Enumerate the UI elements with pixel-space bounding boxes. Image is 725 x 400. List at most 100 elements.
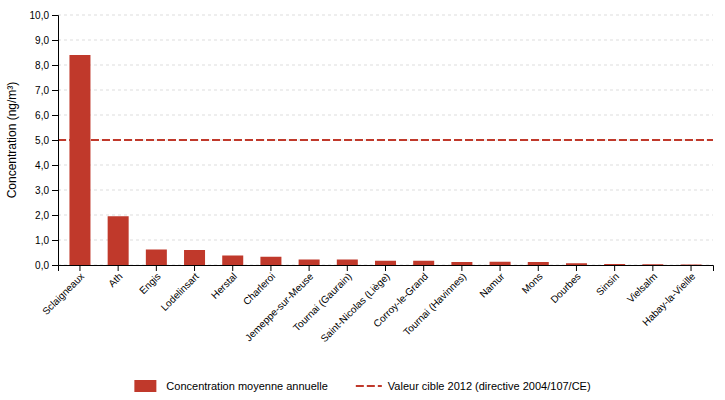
x-tick: Herstal (209, 265, 239, 301)
bar (108, 216, 129, 265)
x-tick-mark (309, 265, 310, 271)
x-tick-label: Ath (106, 271, 124, 289)
y-tick: 9,0 (35, 35, 58, 46)
grid-line (58, 15, 713, 16)
y-tick-label: 3,0 (35, 185, 49, 196)
y-tick-label: 5,0 (35, 135, 49, 146)
legend: Concentration moyenne annuelle Valeur cib… (134, 380, 590, 392)
x-tick-mark (270, 265, 271, 271)
x-tick: Saint-Nicolas (Liège) (318, 265, 391, 344)
x-axis-line (59, 266, 714, 272)
x-tick-label: Mons (520, 271, 545, 296)
x-tick-mark (461, 265, 462, 271)
x-tick-label: Sclaigneaux (40, 271, 86, 317)
y-tick: 8,0 (35, 60, 58, 71)
y-tick-mark (52, 240, 58, 241)
legend-swatch (356, 385, 382, 387)
bar (69, 55, 90, 265)
x-tick-label: Herstal (209, 271, 239, 301)
x-tick-mark (576, 265, 577, 271)
bar (566, 263, 587, 265)
legend-label: Valeur cible 2012 (directive 2004/107/CE… (388, 380, 591, 392)
grid-line (58, 240, 713, 241)
legend-item: Valeur cible 2012 (directive 2004/107/CE… (356, 380, 591, 392)
y-axis: 0,0 1,0 2,0 3,0 4,0 5,0 6,0 7,0 8,0 9,0 10,0 (30, 10, 59, 271)
x-tick: Lodelinsart (159, 265, 202, 313)
chart: 0,0 1,0 2,0 3,0 4,0 5,0 6,0 7,0 8,0 9,0 10,0 Sclaig… (0, 0, 725, 400)
y-tick-label: 2,0 (35, 210, 49, 221)
x-tick-mark (500, 265, 501, 271)
x-tick: Vielsalm (625, 265, 659, 305)
x-tick-mark (232, 265, 233, 271)
x-tick-mark (194, 265, 195, 271)
x-tick: Mons (520, 265, 545, 296)
bar (642, 264, 663, 265)
y-tick-mark (52, 265, 58, 266)
y-tick-mark (52, 115, 58, 116)
y-tick-label: 4,0 (35, 160, 49, 171)
x-tick: Sinsin (594, 265, 621, 298)
x-tick-mark (538, 265, 539, 271)
y-tick-label: 9,0 (35, 35, 49, 46)
x-axis: Sclaigneaux Ath EngisLodelinsartHerstalCha… (40, 265, 713, 344)
y-tick: 4,0 (35, 160, 58, 171)
legend-label: Concentration moyenne annuelle (166, 380, 327, 392)
bar (681, 264, 702, 265)
bar (528, 262, 549, 265)
x-tick-label: Charleroi (241, 271, 277, 307)
y-tick-label: 10,0 (30, 10, 50, 21)
y-tick: 0,0 (35, 260, 58, 271)
plot: 0,0 1,0 2,0 3,0 4,0 5,0 6,0 7,0 8,0 9,0 10,0 Sclaig… (30, 10, 714, 344)
legend-swatch (134, 380, 156, 392)
x-tick: Ath (106, 265, 124, 289)
y-tick-mark (52, 165, 58, 166)
x-tick: Namur (477, 265, 506, 300)
y-tick: 6,0 (35, 110, 58, 121)
y-tick: 10,0 (30, 10, 58, 21)
y-tick-label: 1,0 (35, 235, 49, 246)
x-tick-mark (347, 265, 348, 271)
grid-line (58, 165, 713, 166)
bar (413, 261, 434, 265)
bar (375, 261, 396, 265)
grid-line (58, 140, 713, 141)
x-tick: Sclaigneaux (40, 265, 86, 317)
y-tick-mark (52, 65, 58, 66)
y-tick-mark (52, 90, 58, 91)
x-tick-label: Vielsalm (625, 271, 659, 305)
y-axis-title: Concentration (ng/m³) (5, 82, 19, 199)
y-tick: 3,0 (35, 185, 58, 196)
x-tick-label: Habay-la-Vieille (640, 270, 697, 327)
x-tick: Charleroi (241, 265, 277, 307)
y-tick-label: 6,0 (35, 110, 49, 121)
bar (299, 260, 320, 266)
bar (604, 264, 625, 265)
x-tick-label: Dourbes (548, 271, 583, 306)
x-tick-mark (79, 265, 80, 271)
x-tick: Jemeppe-sur-Meuse (243, 265, 316, 343)
x-tick-mark (614, 265, 615, 271)
x-tick: Habay-la-Vieille (640, 265, 697, 328)
y-tick: 7,0 (35, 85, 58, 96)
grid-line (58, 190, 713, 191)
x-tick: Dourbes (548, 265, 583, 305)
x-tick-mark (118, 265, 119, 271)
y-tick-mark (52, 140, 58, 141)
grid-line (58, 40, 713, 41)
bar (184, 250, 205, 265)
y-tick: 5,0 (35, 135, 58, 146)
x-tick-mark (385, 265, 386, 271)
y-tick-mark (52, 190, 58, 191)
y-tick: 2,0 (35, 210, 58, 221)
y-tick: 1,0 (35, 235, 58, 246)
x-tick-mark (156, 265, 157, 271)
grid-line (58, 215, 713, 216)
x-tick-label: Jemeppe-sur-Meuse (243, 270, 316, 343)
bar (222, 256, 243, 266)
x-tick-label: Engis (137, 271, 162, 296)
bar (451, 262, 472, 265)
y-tick-mark (52, 40, 58, 41)
marks (58, 55, 713, 265)
y-tick-mark (52, 15, 58, 16)
legend-item: Concentration moyenne annuelle (134, 380, 327, 392)
